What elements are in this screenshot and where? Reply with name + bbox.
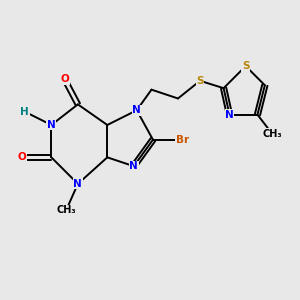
Text: Br: Br [176,135,189,145]
Text: N: N [47,120,56,130]
Text: N: N [129,161,138,171]
Text: N: N [132,105,141,115]
Text: S: S [196,76,204,86]
Text: N: N [74,179,82,189]
Text: CH₃: CH₃ [262,129,282,139]
Text: O: O [60,74,69,84]
Text: S: S [242,61,249,71]
Text: N: N [225,110,234,120]
Text: H: H [20,107,29,117]
Text: O: O [17,152,26,162]
Text: CH₃: CH₃ [56,206,76,215]
